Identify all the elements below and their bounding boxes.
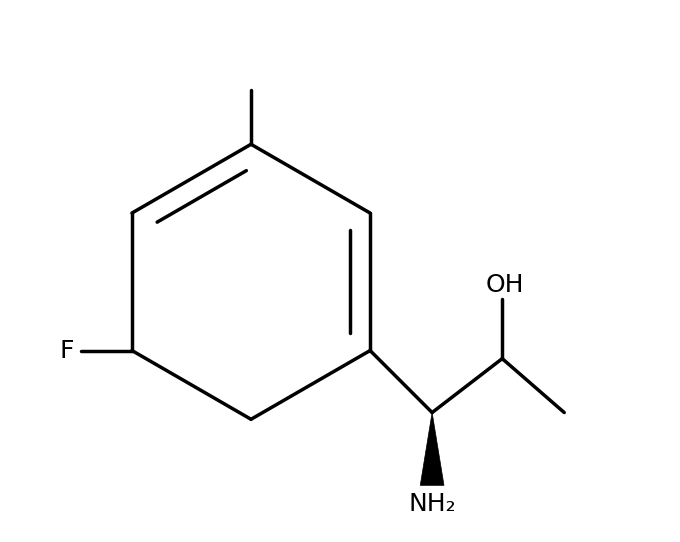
Text: F: F xyxy=(60,339,74,363)
Polygon shape xyxy=(420,412,444,485)
Text: OH: OH xyxy=(486,273,524,296)
Text: NH₂: NH₂ xyxy=(408,492,456,516)
